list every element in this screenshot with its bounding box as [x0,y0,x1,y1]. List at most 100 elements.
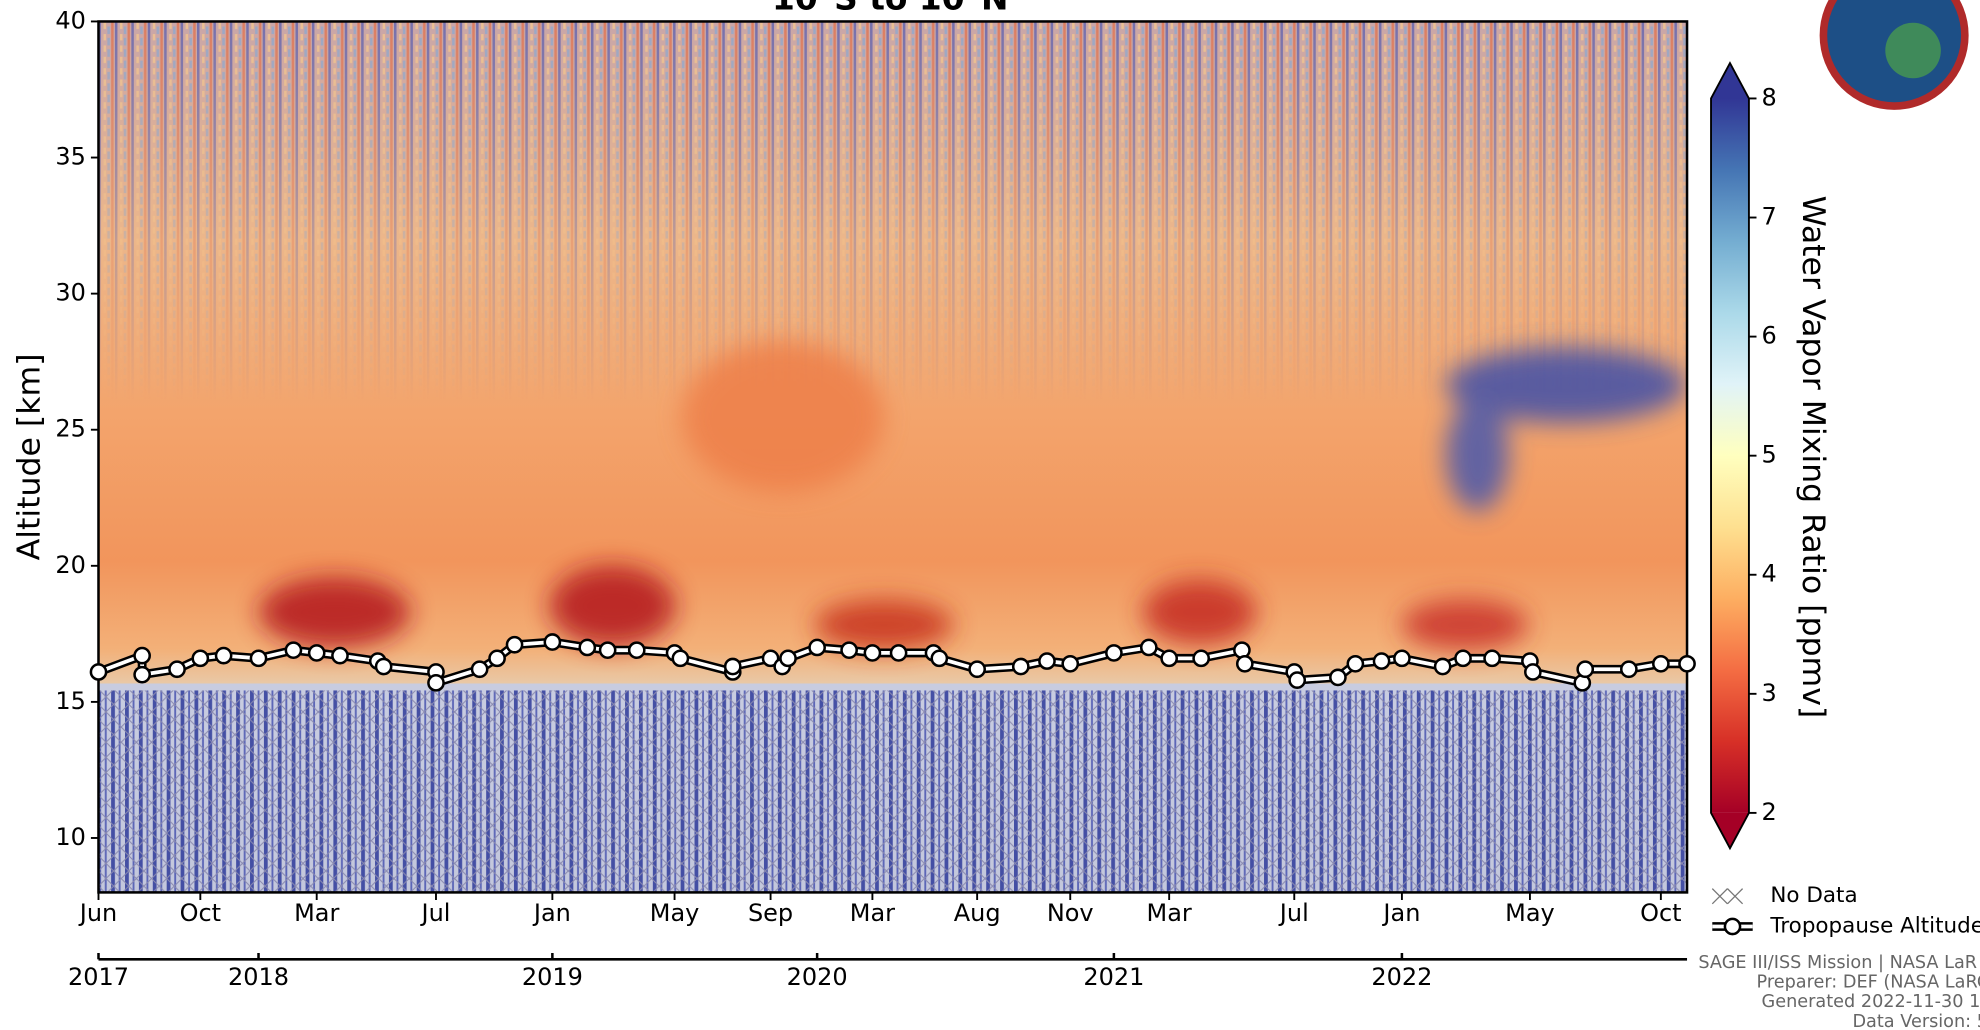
series-point [1483,649,1501,668]
x-tick-label: Mar [1147,899,1192,927]
dry-region [549,565,675,646]
x-tick-label: Oct [1640,899,1681,927]
series-point [779,649,797,668]
x-tick-label: Oct [180,899,221,927]
series-point [1524,663,1542,681]
legend-marker [1723,917,1742,936]
series-point [191,649,210,668]
series-point [1346,654,1365,673]
series-point [89,663,108,681]
series-point [1192,649,1211,668]
no-data-hatch [98,690,1687,892]
year-tick-label: 2017 [68,963,129,991]
footer-line: SAGE III/ISS Mission | NASA LaR [1698,953,1977,973]
moist-region [1446,347,1686,423]
x-tick-label: May [1505,899,1555,927]
series-point [578,638,597,657]
dry-region [1143,579,1257,645]
mission-logo-earth [1885,22,1941,79]
series-point [1061,654,1080,673]
y-tick-label: 20 [55,551,86,579]
series-point [331,646,349,665]
x-tick-label: Jan [532,899,571,927]
series-point [1038,652,1056,670]
y-tick-label: 40 [55,6,86,34]
series-point [427,674,445,692]
footer-line: Generated 2022-11-30 14:5 [1762,992,1980,1012]
colorbar-tick-label: 8 [1762,83,1777,111]
series-point [1105,644,1123,662]
x-tick-label: Jun [78,899,117,927]
colorbar-extend-bottom [1711,812,1749,849]
colorbar-tick-label: 5 [1762,441,1777,469]
series-point [598,641,617,660]
year-tick-label: 2022 [1371,963,1432,991]
dry-region [259,577,411,648]
year-tick-label: 2018 [228,963,289,991]
x-tick-label: Mar [294,899,339,927]
x-tick-label: Jul [1278,899,1309,927]
series-point [1011,657,1030,676]
y-tick-label: 30 [55,279,86,307]
colorbar-tick-label: 6 [1762,322,1777,350]
series-point [1235,654,1254,673]
series-point [214,646,233,665]
chart-title: 10°S to 10°N [772,0,1008,17]
series-point [168,660,186,679]
series-point [1652,654,1670,673]
series-point [930,649,949,668]
colorbar-extend-top [1711,63,1749,99]
year-tick-label: 2019 [522,963,583,991]
series-point [808,638,826,657]
series-point [374,657,393,676]
series-point [627,641,646,660]
footer-line: Preparer: DEF (NASA LaRC [1756,973,1980,993]
year-tick-label: 2020 [787,963,848,991]
series-point [1454,649,1472,668]
series-point [1139,638,1158,657]
series-point [133,646,151,665]
series-point [1329,668,1347,687]
footer-line: Data Version: 5 [1852,1012,1980,1030]
legend-label: Tropopause Altitude [1769,913,1980,938]
series-point [307,644,326,662]
dry-region [682,341,884,492]
x-tick-label: May [650,899,700,927]
series-point [1678,654,1696,673]
y-tick-label: 10 [55,823,86,851]
colorbar [1711,98,1749,813]
dry-region [814,600,953,650]
legend-no-data: No Data [1770,883,1857,908]
plot-frame [97,20,1689,894]
x-tick-label: Mar [850,899,895,927]
series-point [1620,660,1638,679]
series-point [723,657,742,676]
series-point [133,665,151,684]
series-point [863,644,882,662]
y-tick-label: 25 [55,415,86,443]
moist-region [1446,398,1509,512]
series-point [249,649,268,668]
heatmap-noise [98,21,1687,400]
colorbar-tick-label: 2 [1762,798,1777,826]
series-point [488,649,506,668]
legend-hatch-icon [1711,888,1744,905]
y-tick-label: 15 [55,687,86,715]
series-point [543,633,562,651]
colorbar-tick-label: 4 [1762,560,1777,588]
series-point [1372,652,1391,670]
x-tick-label: Nov [1047,899,1094,927]
series-point [1393,649,1411,668]
heatmap-features [259,341,1686,650]
colorbar-label: Water Vapor Mixing Ratio [ppmv] [1795,196,1831,719]
year-tick-label: 2021 [1083,963,1144,991]
series-point [968,660,986,679]
series-point [505,635,524,654]
x-tick-label: Aug [954,899,1001,927]
y-axis-label: Altitude [km] [11,353,47,560]
series-point [1433,657,1452,676]
x-tick-label: Sep [748,899,793,927]
